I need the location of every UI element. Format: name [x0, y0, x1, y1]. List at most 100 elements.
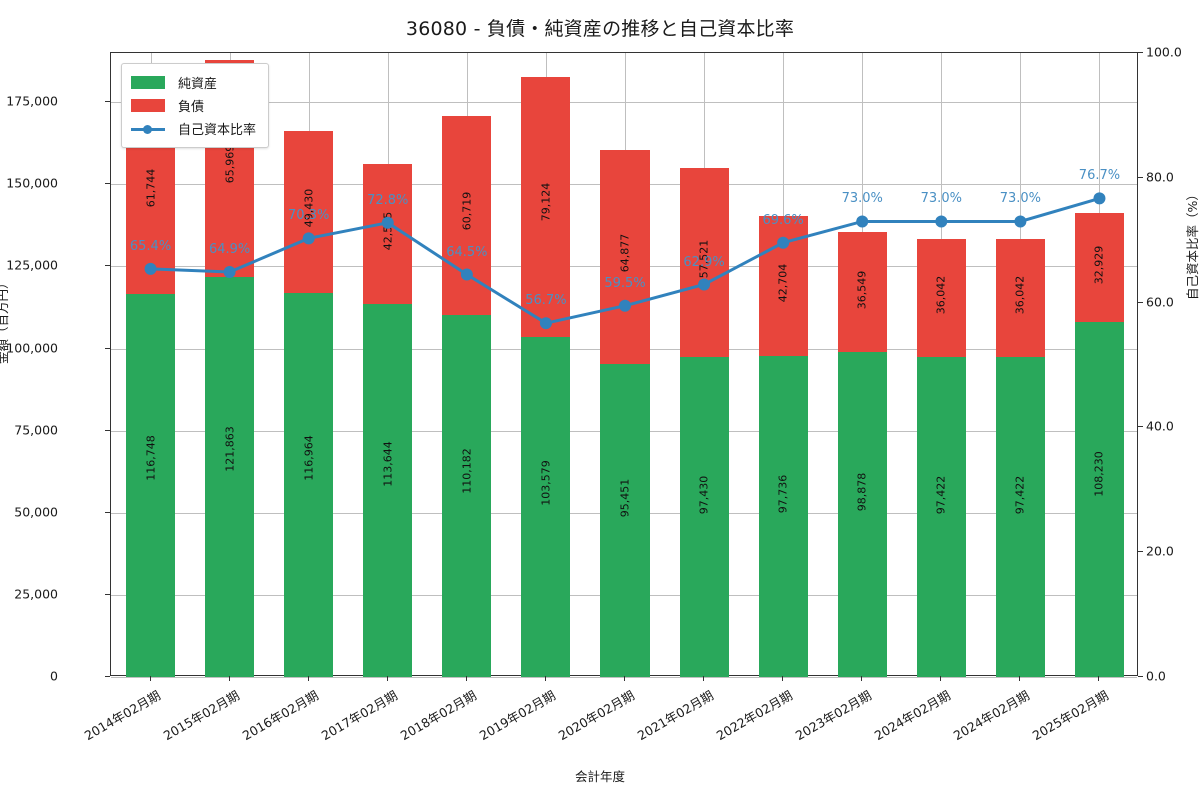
bar-segment-equity[interactable] — [600, 363, 650, 677]
y-axis-tick-left: 125,000 — [6, 257, 58, 273]
bar-segment-equity[interactable] — [126, 293, 176, 677]
bar-segment-equity[interactable] — [916, 357, 966, 677]
legend-line-marker-icon — [131, 122, 165, 135]
bar-segment-liability[interactable] — [1074, 213, 1124, 322]
y-axis-tick-right: 60.0 — [1146, 294, 1174, 310]
x-axis-tick-mark — [1098, 676, 1100, 681]
ratio-data-point[interactable] — [302, 232, 315, 245]
ratio-data-point[interactable] — [460, 268, 473, 281]
x-axis-tick-label: 2019年02月期 — [476, 687, 558, 744]
bar-segment-equity[interactable] — [837, 352, 887, 677]
x-axis-tick-mark — [940, 676, 942, 681]
chart-title: 36080 - 負債・純資産の推移と自己資本比率 — [405, 18, 795, 40]
y-axis-tick-mark-right — [1138, 676, 1143, 677]
x-axis-tick-mark — [782, 676, 784, 681]
y-axis-tick-mark-left — [105, 429, 110, 431]
x-axis-tick-label: 2025年02月期 — [1030, 687, 1112, 744]
x-axis-tick-mark — [307, 676, 309, 681]
bar-segment-equity[interactable] — [442, 315, 492, 677]
ratio-value-label: 73.0% — [920, 191, 962, 207]
ratio-value-label: 59.5% — [604, 275, 646, 291]
ratio-value-label: 65.4% — [129, 238, 172, 254]
x-axis-tick-label: 2014年02月期 — [81, 687, 163, 744]
y-axis-tick-left: 175,000 — [6, 93, 58, 109]
legend-label: 自己資本比率 — [178, 123, 257, 138]
y-axis-tick-left: 0 — [50, 668, 58, 684]
ratio-data-point[interactable] — [698, 278, 711, 291]
bar-segment-equity[interactable] — [1074, 321, 1124, 677]
bar-segment-equity[interactable] — [679, 357, 729, 677]
legend-item[interactable]: 純資産 — [131, 71, 256, 94]
x-axis-tick-label: 2018年02月期 — [397, 687, 479, 744]
y-axis-tick-right: 20.0 — [1146, 543, 1174, 559]
legend-label: 負債 — [178, 100, 205, 115]
x-axis-tick-label: 2016年02月期 — [239, 687, 321, 744]
y-axis-tick-right: 40.0 — [1146, 418, 1174, 434]
y-axis-tick-right: 0.0 — [1146, 668, 1166, 684]
x-axis-tick-mark — [149, 676, 151, 681]
x-axis-tick-mark — [386, 676, 388, 681]
x-axis-tick-label: 2017年02月期 — [318, 687, 400, 744]
bar-segment-liability[interactable] — [284, 130, 334, 293]
ratio-value-label: 73.0% — [999, 191, 1042, 207]
plot-area: 116,748 61,744 121,863 65,969 116,964 49,430 1… — [110, 52, 1138, 678]
y-axis-tick-mark-right — [1138, 176, 1143, 178]
ratio-data-point[interactable] — [619, 299, 631, 312]
y-axis-tick-mark-left — [105, 511, 110, 513]
bar-segment-liability[interactable] — [916, 238, 966, 358]
bar-segment-equity[interactable] — [521, 336, 571, 677]
legend-item[interactable]: 自己資本比率 — [131, 117, 256, 140]
x-axis-tick-mark — [624, 676, 625, 681]
y-axis-tick-right: 100.0 — [1146, 44, 1182, 60]
y-axis-tick-left: 150,000 — [6, 175, 58, 191]
ratio-value-label: 62.9% — [683, 254, 725, 270]
gridline-horizontal — [111, 102, 1137, 104]
bar-segment-equity[interactable] — [995, 357, 1045, 677]
bar-segment-equity[interactable] — [363, 303, 413, 677]
ratio-data-point[interactable] — [1014, 215, 1027, 228]
ratio-data-point[interactable] — [1093, 192, 1106, 205]
ratio-data-point[interactable] — [223, 266, 236, 279]
y-axis-tick-mark-right — [1138, 52, 1143, 53]
bar-segment-equity[interactable] — [284, 292, 334, 677]
y-axis-tick-mark-right — [1138, 551, 1143, 553]
ratio-data-point[interactable] — [144, 262, 157, 275]
legend-swatch-icon — [131, 99, 165, 112]
ratio-data-point[interactable] — [777, 236, 790, 249]
ratio-value-label: 76.7% — [1078, 168, 1121, 184]
bar-segment-equity[interactable] — [758, 356, 808, 677]
y-axis-tick-mark-left — [105, 265, 110, 267]
ratio-value-label: 72.8% — [367, 192, 409, 208]
ratio-data-point[interactable] — [381, 216, 394, 229]
x-axis-tick-label: 2020年02月期 — [555, 687, 637, 744]
ratio-value-label: 64.5% — [446, 244, 488, 260]
legend-swatch-icon — [131, 76, 165, 89]
x-axis-tick-mark — [703, 676, 705, 681]
y-axis-tick-left: 75,000 — [14, 422, 58, 438]
chart-legend: 純資産負債自己資本比率 — [121, 63, 270, 148]
ratio-value-label: 73.0% — [841, 191, 883, 207]
bar-segment-liability[interactable] — [442, 115, 492, 316]
bar-segment-liability[interactable] — [521, 76, 571, 337]
ratio-value-label: 56.7% — [525, 293, 567, 309]
y-axis-tick-left: 50,000 — [14, 504, 58, 520]
bar-segment-liability[interactable] — [837, 232, 887, 353]
ratio-line-series — [144, 192, 1106, 330]
bar-segment-equity[interactable] — [205, 276, 255, 677]
bar-segment-liability[interactable] — [679, 168, 729, 357]
y-axis-label-right: 自己資本比率（%） — [1185, 188, 1200, 300]
ratio-data-point[interactable] — [856, 215, 869, 228]
y-axis-tick-mark-left — [105, 183, 110, 185]
bar-segment-liability[interactable] — [600, 150, 650, 364]
y-axis-tick-mark-left — [105, 593, 110, 595]
x-axis-tick-label: 2015年02月期 — [160, 687, 242, 744]
legend-item[interactable]: 負債 — [131, 94, 256, 117]
y-axis-tick-mark-left — [105, 101, 110, 103]
ratio-data-point[interactable] — [935, 215, 948, 228]
ratio-data-point[interactable] — [539, 317, 552, 330]
y-axis-tick-right: 80.0 — [1146, 169, 1174, 185]
bar-segment-liability[interactable] — [995, 238, 1045, 358]
x-axis-tick-mark — [1019, 676, 1021, 681]
ratio-value-label: 64.9% — [208, 242, 251, 258]
